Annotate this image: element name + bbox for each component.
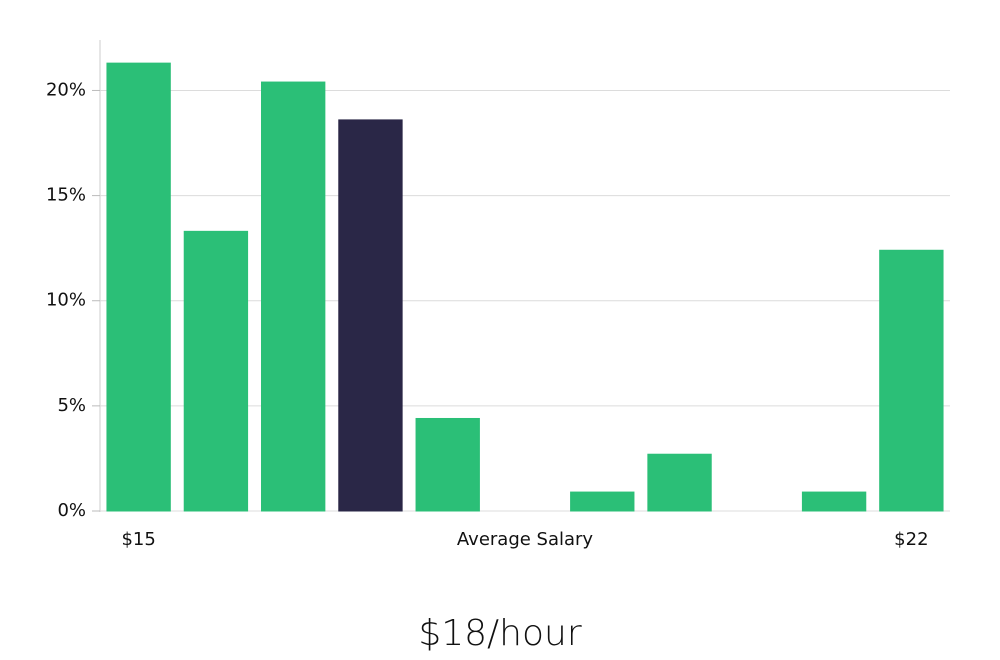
y-tick-label: 5% [57, 395, 86, 416]
bar [183, 230, 249, 512]
y-tick-label: 0% [57, 500, 86, 521]
bar [106, 62, 171, 512]
chart-subtitle: $18/hour [418, 613, 582, 654]
bar [570, 491, 635, 512]
x-tick-label: Average Salary [457, 529, 594, 550]
y-tick-label: 15% [46, 185, 86, 206]
bar [647, 453, 712, 512]
y-tick-label: 10% [46, 290, 86, 311]
bar [415, 417, 480, 512]
x-tick-label: $15 [121, 529, 155, 550]
bar [801, 491, 867, 512]
x-tick-label: $22 [894, 529, 928, 550]
bar [879, 249, 944, 512]
bar [338, 119, 403, 512]
y-tick-label: 20% [46, 79, 86, 100]
bar [261, 81, 326, 512]
